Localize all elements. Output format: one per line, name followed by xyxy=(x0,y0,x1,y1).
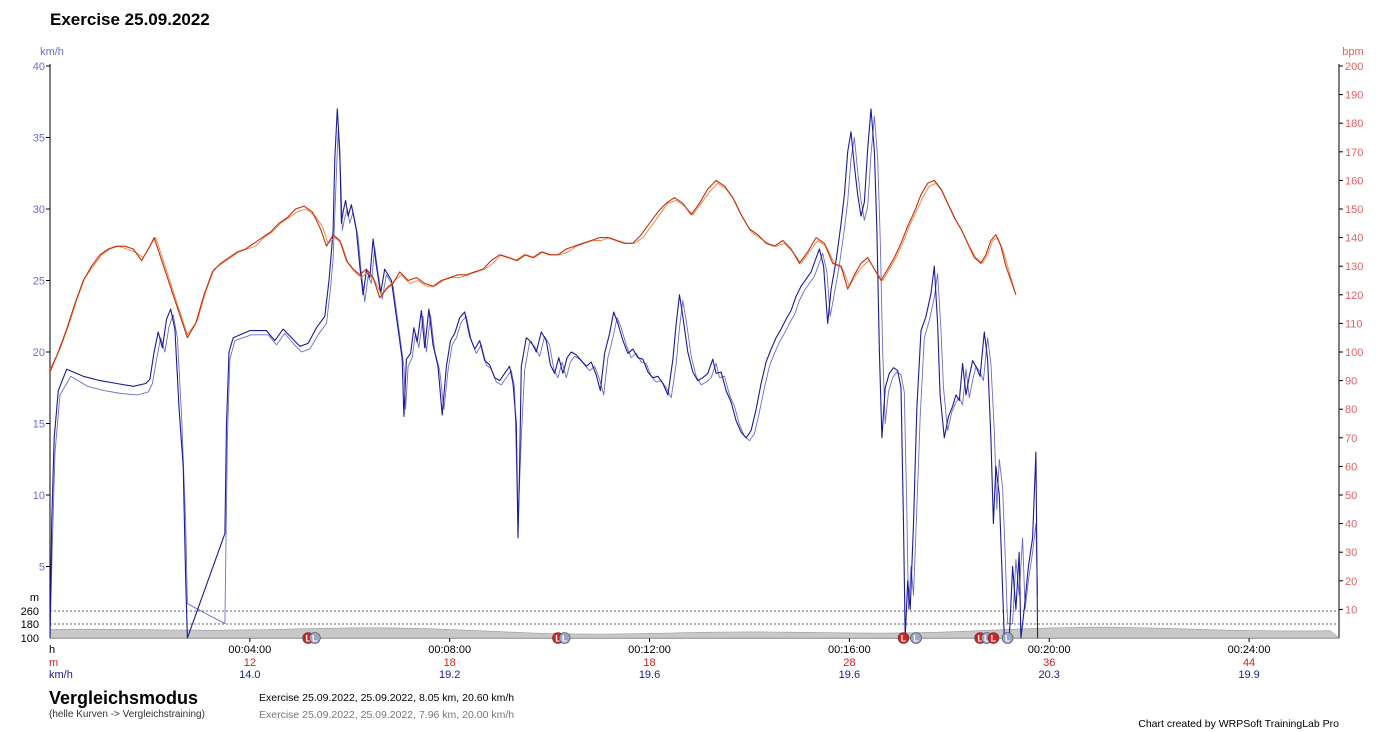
compare-mode-title: Vergleichsmodus xyxy=(49,688,199,708)
right-tick-label: 120 xyxy=(1345,290,1363,302)
x-tick-m-value: 18 xyxy=(643,657,655,669)
right-tick-label: 160 xyxy=(1345,175,1363,187)
right-tick-label: 10 xyxy=(1345,604,1357,616)
left-tick-label: 40 xyxy=(33,61,45,73)
x-tick-kmh-value: 14.0 xyxy=(239,669,260,681)
lap-marker-label: L xyxy=(562,634,568,644)
compare-mode-subtitle: (helle Kurven -> Vergleichstraining) xyxy=(49,709,205,720)
right-tick-label: 60 xyxy=(1345,461,1357,473)
x-tick-m-value: 28 xyxy=(843,657,855,669)
x-tick-m-value: 44 xyxy=(1243,657,1255,669)
right-tick-label: 80 xyxy=(1345,404,1357,416)
row-label-kmh: km/h xyxy=(49,669,73,681)
chart-credit: Chart created by WRPSoft TrainingLab Pro xyxy=(1138,718,1339,730)
lap-marker-label: L xyxy=(555,634,561,644)
lap-marker-label: L xyxy=(977,634,983,644)
lap-marker-label: L xyxy=(991,634,997,644)
series-line-speed-compare xyxy=(49,115,1039,639)
right-tick-label: 20 xyxy=(1345,576,1357,588)
lap-marker-red xyxy=(897,632,910,644)
lap-marker-gray xyxy=(308,632,321,644)
lap-marker-label: L xyxy=(305,634,311,644)
right-axis-unit: bpm xyxy=(1342,46,1363,58)
lap-marker-label: L xyxy=(312,634,318,644)
left-tick-label: 15 xyxy=(33,419,45,431)
x-tick-kmh-value: 19.2 xyxy=(439,669,460,681)
legend-entry-main: Exercise 25.09.2022, 25.09.2022, 8.05 km… xyxy=(259,692,515,704)
row-label-m: m xyxy=(49,657,58,669)
lap-marker-label: L xyxy=(1005,634,1011,644)
right-tick-label: 200 xyxy=(1345,61,1363,73)
series-line-hr-compare xyxy=(49,182,1017,370)
right-tick-label: 110 xyxy=(1345,318,1363,330)
series-line-hr-main xyxy=(49,179,1017,373)
x-tick-label: 00:08:00 xyxy=(428,644,471,656)
series-line-speed-main xyxy=(49,108,1039,639)
right-tick-label: 30 xyxy=(1345,547,1357,559)
right-tick-label: 150 xyxy=(1345,204,1363,216)
right-tick-label: 40 xyxy=(1345,519,1357,531)
right-tick-label: 170 xyxy=(1345,147,1363,159)
lap-marker-label: L xyxy=(913,634,919,644)
elevation-tick-label: 260 xyxy=(21,606,39,618)
x-tick-kmh-value: 19.6 xyxy=(639,669,660,681)
right-tick-label: 50 xyxy=(1345,490,1357,502)
elevation-unit: m xyxy=(30,592,39,604)
right-tick-label: 100 xyxy=(1345,347,1363,359)
lap-marker-gray xyxy=(910,632,922,644)
x-tick-m-value: 12 xyxy=(244,657,256,669)
x-tick-kmh-value: 20.3 xyxy=(1039,669,1060,681)
right-tick-label: 70 xyxy=(1345,433,1357,445)
left-tick-label: 20 xyxy=(33,347,45,359)
x-tick-label: 00:12:00 xyxy=(628,644,671,656)
lap-marker-label: L xyxy=(901,634,907,644)
left-axis-unit: km/h xyxy=(40,46,64,58)
elevation-tick-label: 180 xyxy=(21,619,39,631)
left-tick-label: 5 xyxy=(39,562,45,574)
x-tick-label: 00:24:00 xyxy=(1228,644,1271,656)
left-tick-label: 25 xyxy=(33,276,45,288)
right-tick-label: 140 xyxy=(1345,233,1363,245)
chart-title: Exercise 25.09.2022 xyxy=(50,10,210,29)
left-tick-label: 35 xyxy=(33,133,45,145)
x-tick-m-value: 18 xyxy=(444,657,456,669)
x-tick-label: 00:16:00 xyxy=(828,644,871,656)
right-tick-label: 130 xyxy=(1345,261,1363,273)
left-tick-label: 30 xyxy=(33,204,45,216)
elevation-profile xyxy=(49,626,1340,639)
lap-marker-red xyxy=(987,632,1000,644)
lap-marker-gray xyxy=(558,632,571,644)
row-label-time: h xyxy=(49,644,55,656)
lap-marker-label: L xyxy=(984,634,990,644)
x-tick-kmh-value: 19.9 xyxy=(1238,669,1259,681)
right-tick-label: 180 xyxy=(1345,118,1363,130)
right-tick-label: 190 xyxy=(1345,90,1363,102)
x-tick-label: 00:20:00 xyxy=(1028,644,1071,656)
lap-marker-gray xyxy=(1001,632,1014,644)
x-tick-kmh-value: 19.6 xyxy=(839,669,860,681)
x-tick-m-value: 36 xyxy=(1043,657,1055,669)
left-tick-label: 10 xyxy=(33,490,45,502)
elevation-tick-label: 100 xyxy=(21,633,39,645)
x-tick-label: 00:04:00 xyxy=(228,644,271,656)
legend-entry-compare: Exercise 25.09.2022, 25.09.2022, 7.96 km… xyxy=(259,709,515,721)
right-tick-label: 90 xyxy=(1345,376,1357,388)
